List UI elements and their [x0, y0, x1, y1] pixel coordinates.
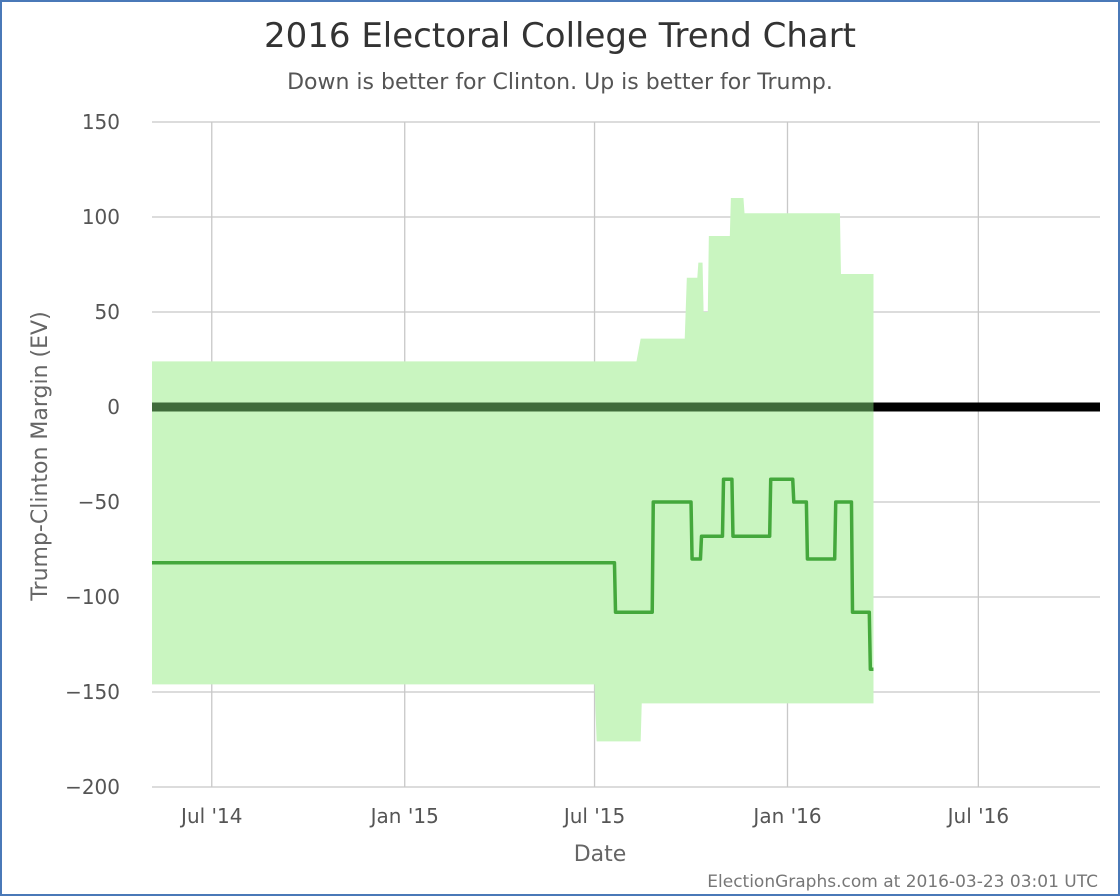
margin-line-layer	[152, 477, 874, 671]
x-tick-label: Jul '15	[562, 804, 625, 828]
y-axis-label: Trump-Clinton Margin (EV)	[28, 311, 53, 601]
y-tick-label: −150	[65, 680, 120, 704]
y-tick-label: 0	[107, 395, 120, 419]
x-tick-label: Jan '15	[369, 804, 439, 828]
x-tick-label: Jul '14	[179, 804, 242, 828]
y-tick-labels: 150 100 50 0 −50 −100 −150 −200	[65, 110, 120, 799]
y-tick-label: 50	[95, 300, 120, 324]
y-tick-label: 150	[82, 110, 120, 134]
x-axis-label: Date	[574, 842, 627, 867]
y-tick-label: −50	[78, 490, 120, 514]
range-band	[152, 198, 874, 742]
margin-line	[152, 477, 874, 671]
y-tick-label: −100	[65, 585, 120, 609]
credit-text: ElectionGraphs.com at 2016-03-23 03:01 U…	[707, 872, 1098, 892]
y-tick-label: 100	[82, 205, 120, 229]
y-tick-label: −200	[65, 775, 120, 799]
x-tick-labels: Jul '14 Jan '15 Jul '15 Jan '16 Jul '16	[179, 804, 1009, 828]
range-band-layer	[152, 198, 874, 742]
x-tick-label: Jul '16	[946, 804, 1009, 828]
chart-subtitle: Down is better for Clinton. Up is better…	[287, 70, 833, 95]
chart-title: 2016 Electoral College Trend Chart	[264, 16, 856, 56]
x-tick-label: Jan '16	[751, 804, 821, 828]
